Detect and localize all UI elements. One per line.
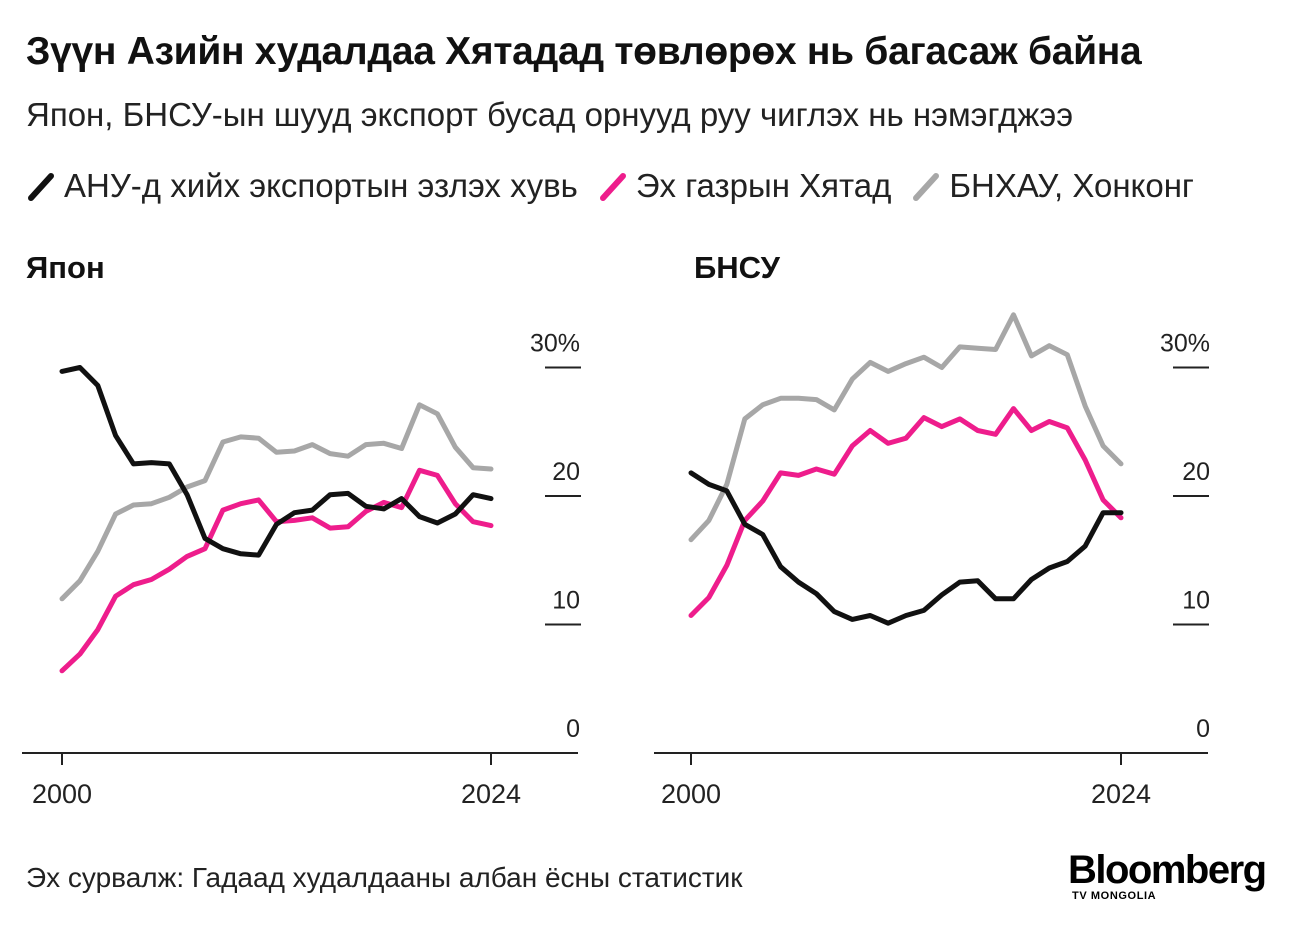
brand-sub: TV MONGOLIA [1072,890,1157,902]
legend-label-us: АНУ-д хийх экспортын эзлэх хувь [64,167,578,204]
brand-logo: Bloomberg TV MONGOLIA [1068,848,1267,902]
korea-series-us [688,470,1124,626]
japan-series-us [59,365,494,558]
y-tick-label: 10 [1182,587,1210,615]
y-tick-label: 20 [552,458,580,486]
legend-swatch-us [28,173,54,201]
legend: АНУ-д хийх экспортын эзлэх хувь Эх газры… [26,165,1214,207]
chart-subtitle: Япон, БНСУ-ын шууд экспорт бусад орнууд … [26,96,1074,133]
y-tick-label: 10 [552,587,580,615]
y-tick-label: 20 [1182,458,1210,486]
panel-title-korea: БНСУ [694,250,780,285]
japan-series-china [59,467,494,674]
panel-title-japan: Япон [26,250,105,285]
legend-swatch-hk [913,173,940,201]
brand-name: Bloomberg [1068,848,1267,892]
korea-series-hk [688,312,1124,543]
x-tick-label: 2000 [661,779,721,809]
legend-label-hk: БНХАУ, Хонконг [949,167,1194,204]
legend-item-hk: БНХАУ, Хонконг [911,167,1194,205]
legend-item-us: АНУ-д хийх экспортын эзлэх хувь [26,167,578,205]
legend-label-china: Эх газрын Хятад [635,167,892,204]
x-tick-label: 2024 [461,779,521,809]
x-tick-label: 2000 [32,779,92,809]
japan-series-hk [59,402,494,602]
legend-item-china: Эх газрын Хятад [598,167,892,205]
source-note: Эх сурвалж: Гадаад худалдааны албан ёсны… [26,862,743,893]
y-tick-label: 0 [566,715,580,743]
legend-swatch-china [599,173,626,201]
y-tick-label: 30% [1160,330,1210,358]
y-tick-label: 30% [530,330,580,358]
korea-series-china [688,406,1124,618]
chart-title: Зүүн Азийн худалдаа Хятадад төвлөрөх нь … [26,30,1142,73]
y-tick-label: 0 [1196,715,1210,743]
x-tick-label: 2024 [1091,779,1151,809]
